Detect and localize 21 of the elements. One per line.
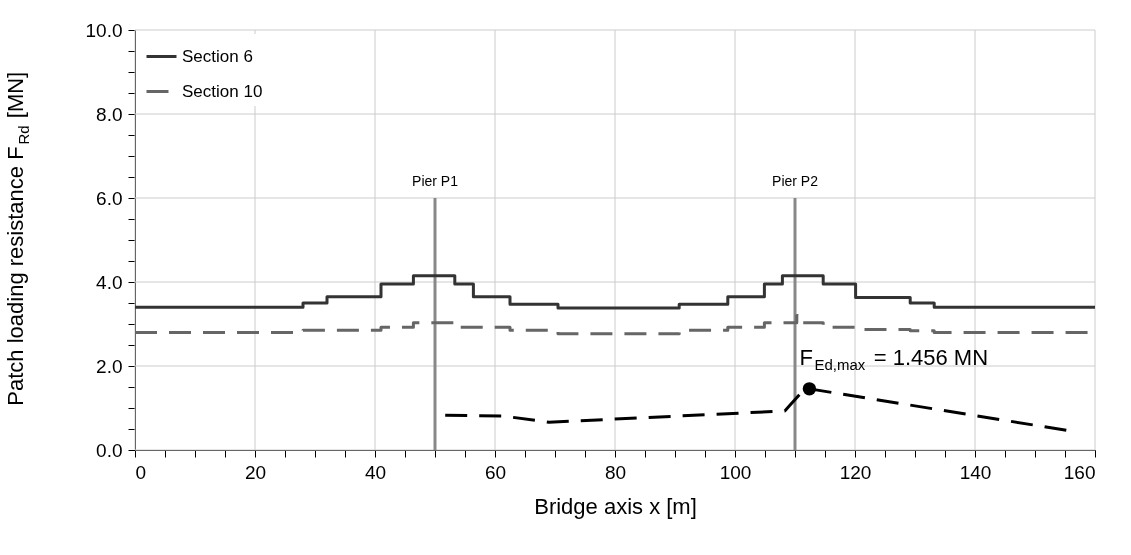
x-tick-label: 80 (604, 461, 627, 483)
x-tick-label: 100 (719, 461, 752, 483)
y-tick-label: 0.0 (96, 439, 123, 461)
x-tick-label: 0 (135, 461, 147, 483)
x-axis-title: Bridge axis x [m] (534, 493, 697, 519)
y-tick-label: 2.0 (96, 355, 123, 377)
y-tick-label: 4.0 (96, 271, 123, 293)
y-tick-label: 6.0 (96, 187, 123, 209)
x-tick-label: 20 (244, 461, 267, 483)
series-label: Pier P2 (772, 173, 819, 189)
x-tick-label: 120 (839, 461, 872, 483)
y-tick-label: 10.0 (85, 19, 123, 41)
y-axis-title: Patch loading resistance FRd [MN] (3, 71, 32, 406)
series-label: Pier P1 (412, 173, 459, 189)
legend-label: Section 6 (182, 46, 253, 66)
x-tick-label: 60 (484, 461, 507, 483)
x-tick-label: 160 (1063, 461, 1096, 483)
x-tick-label: 40 (364, 461, 387, 483)
y-tick-label: 8.0 (96, 103, 123, 125)
legend-label: Section 10 (182, 81, 263, 101)
x-tick-label: 140 (959, 461, 992, 483)
